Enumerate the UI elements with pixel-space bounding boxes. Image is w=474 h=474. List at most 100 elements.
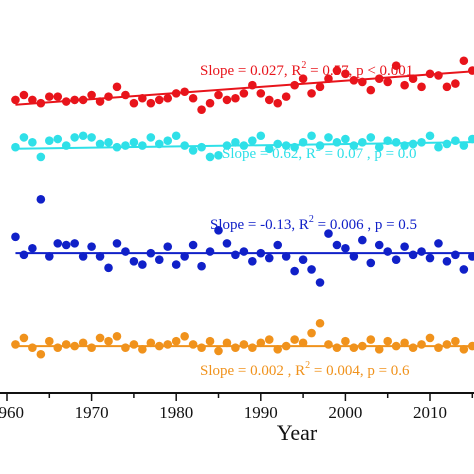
- data-point-red: [36, 98, 46, 108]
- data-point-orange: [332, 343, 342, 353]
- data-point-cyan: [112, 142, 122, 152]
- data-point-red: [239, 89, 249, 98]
- data-point-red: [87, 90, 96, 100]
- data-point-cyan: [188, 146, 198, 155]
- data-point-blue: [273, 240, 283, 250]
- data-point-cyan: [256, 131, 266, 141]
- data-point-cyan: [324, 133, 333, 142]
- data-point-blue: [451, 250, 460, 260]
- data-point-blue: [442, 257, 452, 266]
- data-point-orange: [290, 335, 299, 344]
- data-point-red: [28, 95, 37, 105]
- data-point-blue: [468, 252, 474, 261]
- data-point-blue: [146, 248, 156, 258]
- data-point-orange: [11, 340, 20, 349]
- data-point-cyan: [298, 137, 308, 147]
- data-point-blue: [231, 250, 240, 260]
- annotations: Slope = 0.027, R2 = 0.57, p < 0.001 Slop…: [200, 60, 417, 379]
- annotation-orange: Slope = 0.002 , R2 = 0.004, p = 0.6: [200, 360, 410, 379]
- data-point-cyan: [95, 139, 105, 149]
- data-point-cyan: [28, 137, 37, 147]
- data-point-cyan: [332, 137, 342, 147]
- data-point-orange: [248, 343, 257, 353]
- data-point-orange: [341, 336, 350, 346]
- data-point-blue: [11, 232, 20, 242]
- data-point-cyan: [163, 136, 173, 145]
- series-cyan: [11, 131, 474, 162]
- data-point-red: [341, 69, 350, 79]
- data-point-red: [417, 82, 426, 92]
- annotation-blue: Slope = -0.13, R2 = 0.006 , p = 0.5: [210, 214, 417, 233]
- annotation-orange-sup: 2: [305, 360, 310, 371]
- data-point-blue: [45, 252, 54, 261]
- data-point-orange: [180, 332, 189, 341]
- data-point-red: [383, 77, 393, 87]
- data-point-blue: [366, 258, 376, 268]
- data-point-red: [298, 74, 308, 83]
- data-point-cyan: [239, 141, 249, 150]
- data-point-orange: [391, 341, 401, 351]
- data-point-orange: [53, 343, 63, 353]
- data-point-blue: [256, 248, 266, 258]
- data-point-red: [180, 87, 189, 97]
- data-point-cyan: [214, 151, 223, 160]
- data-point-red: [129, 98, 139, 108]
- x-axis-title: Year: [277, 420, 318, 445]
- data-point-orange: [349, 343, 359, 353]
- data-point-orange: [400, 338, 409, 348]
- data-point-orange: [374, 345, 384, 354]
- data-point-blue: [188, 240, 198, 250]
- data-point-red: [45, 92, 54, 101]
- annotation-red-sup: 2: [301, 60, 306, 71]
- data-point-blue: [28, 243, 37, 253]
- data-point-cyan: [121, 141, 130, 150]
- data-point-blue: [374, 240, 384, 250]
- data-point-orange: [417, 340, 426, 349]
- annotation-red: Slope = 0.027, R2 = 0.57, p < 0.001: [200, 60, 413, 79]
- data-point-blue: [222, 239, 232, 248]
- data-point-orange: [222, 338, 232, 348]
- data-point-orange: [425, 333, 435, 343]
- data-point-orange: [112, 332, 122, 341]
- data-point-red: [366, 85, 376, 95]
- data-point-orange: [188, 340, 198, 349]
- data-point-red: [281, 92, 291, 101]
- data-point-cyan: [45, 136, 54, 145]
- data-point-red: [146, 98, 156, 108]
- data-point-orange: [197, 343, 206, 353]
- data-point-blue: [332, 240, 342, 250]
- data-point-cyan: [53, 134, 63, 144]
- data-point-orange: [146, 338, 156, 348]
- data-point-red: [248, 80, 257, 90]
- data-point-blue: [417, 247, 426, 256]
- data-point-blue: [205, 247, 215, 256]
- data-point-cyan: [315, 141, 325, 150]
- data-point-red: [451, 79, 460, 88]
- data-point-cyan: [231, 137, 240, 147]
- data-point-cyan: [180, 141, 189, 150]
- data-point-blue: [358, 235, 367, 245]
- data-point-cyan: [468, 134, 474, 144]
- data-point-red: [408, 74, 418, 83]
- data-point-orange: [138, 345, 147, 354]
- data-point-orange: [239, 340, 249, 349]
- data-point-red: [349, 76, 359, 85]
- data-point-orange: [214, 346, 223, 356]
- data-point-red: [222, 95, 232, 105]
- data-point-cyan: [374, 142, 384, 152]
- data-point-blue: [341, 243, 350, 253]
- data-point-blue: [87, 242, 96, 251]
- x-tick-label: 1980: [159, 403, 193, 422]
- data-point-blue: [112, 239, 122, 248]
- data-point-red: [290, 80, 299, 90]
- data-point-orange: [434, 343, 443, 353]
- data-point-cyan: [366, 133, 376, 142]
- data-point-blue: [171, 260, 181, 269]
- data-point-cyan: [358, 137, 367, 147]
- data-point-blue: [70, 239, 79, 248]
- data-point-cyan: [408, 139, 418, 149]
- data-point-blue: [154, 255, 164, 264]
- data-point-blue: [163, 242, 173, 251]
- x-tick-label: 1990: [244, 403, 278, 422]
